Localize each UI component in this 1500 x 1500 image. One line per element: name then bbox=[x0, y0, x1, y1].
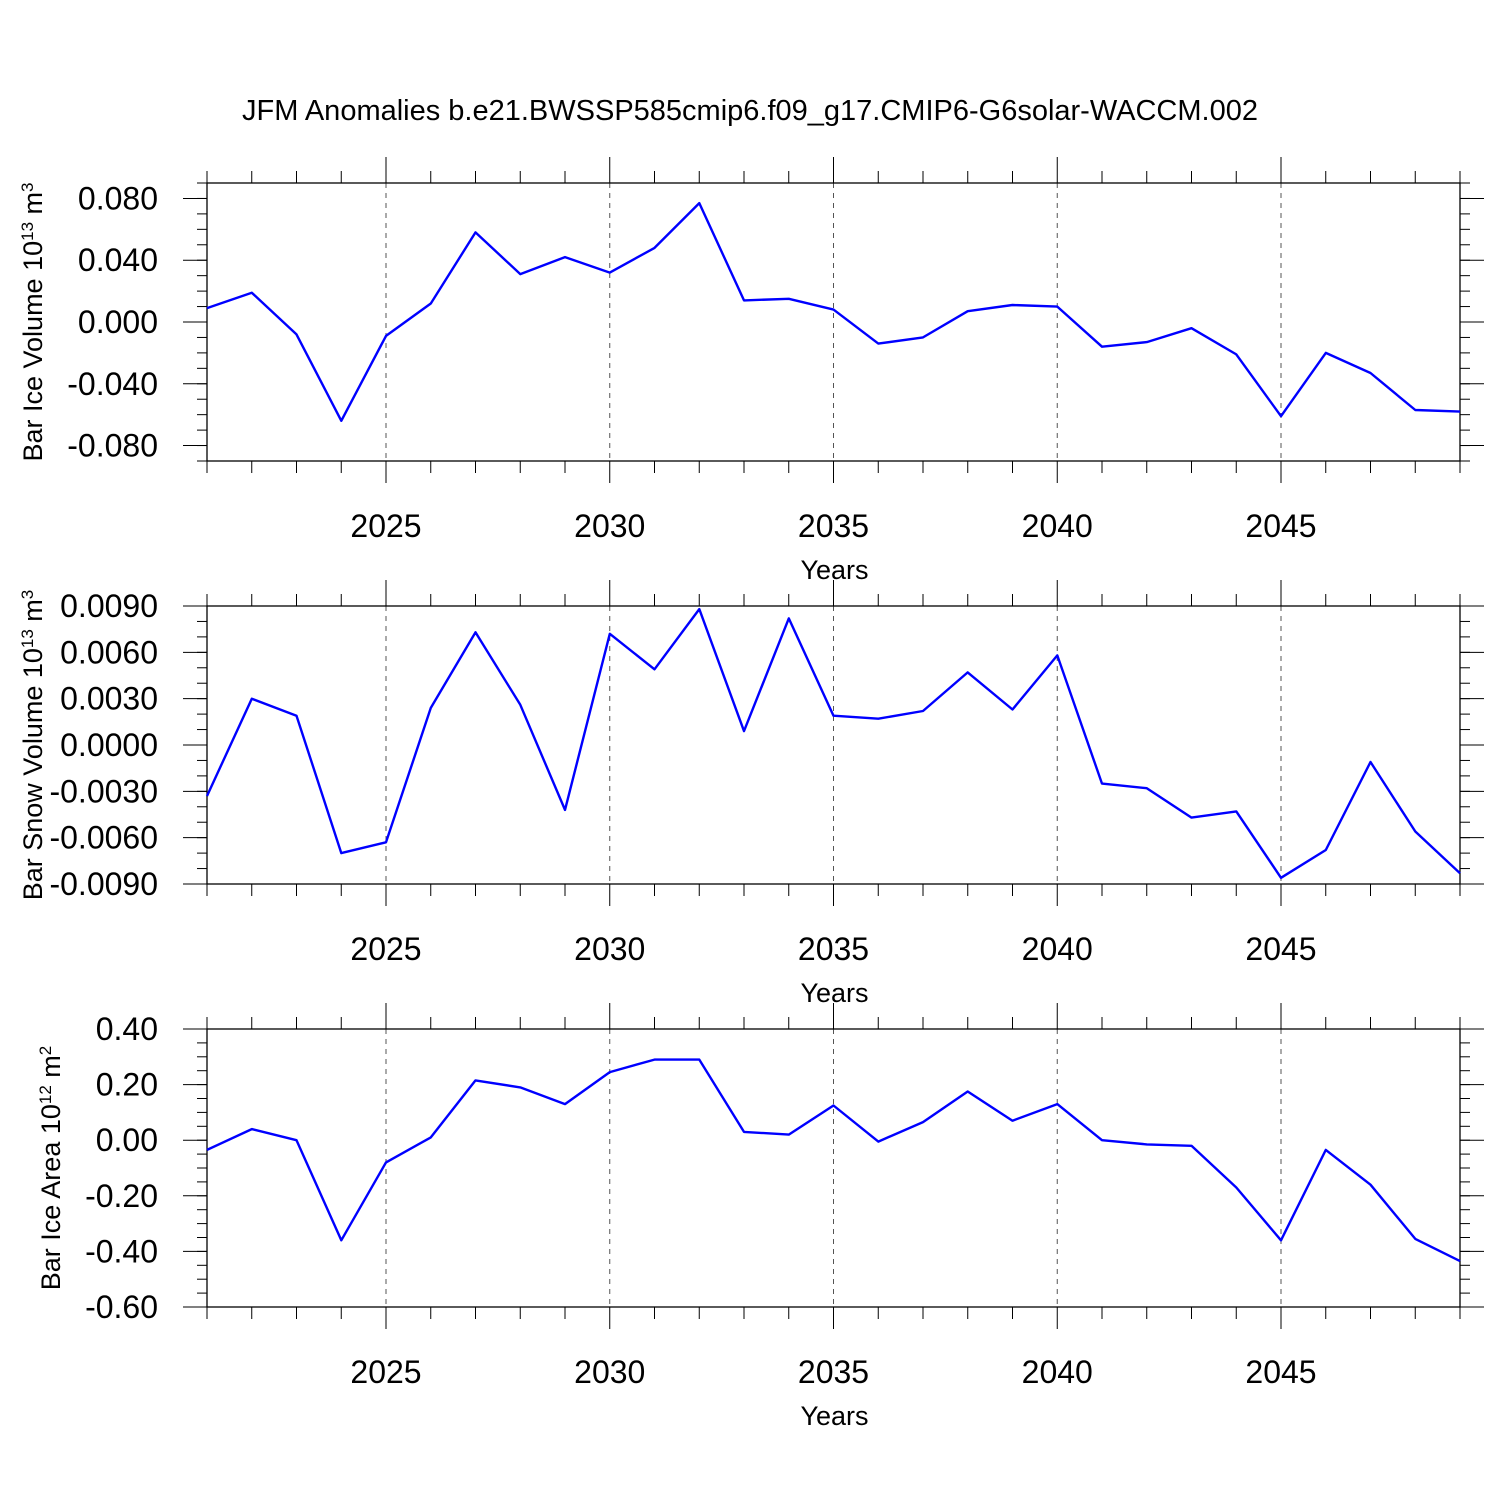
ice-volume-panel: -0.080 -0.040 0.000 0.040 0.080 2025 2030 2035 2… bbox=[18, 157, 1484, 585]
ice-volume-x-tick-label: 2025 bbox=[350, 508, 421, 544]
ice-area-y-axis-label-ylabel: Bar Ice Area 10 bbox=[36, 1104, 66, 1290]
snow-volume-x-axis-label: Years bbox=[800, 978, 868, 1008]
ice-volume-y-tick-label: -0.080 bbox=[67, 428, 158, 464]
ice-area-x-tick-label: 2035 bbox=[798, 1354, 869, 1390]
snow-volume-panel: -0.0090 -0.0060 -0.0030 0.0000 0.0030 0.0060 0… bbox=[18, 580, 1484, 1008]
snow-volume-y-tick-label: 0.0090 bbox=[60, 588, 158, 624]
snow-volume-y-tick-label: -0.0030 bbox=[49, 773, 158, 809]
ice-area-y-tick-label: -0.20 bbox=[85, 1178, 158, 1214]
ice-volume-x-axis-label: Years bbox=[800, 555, 868, 585]
figure-title: JFM Anomalies b.e21.BWSSP585cmip6.f09_g1… bbox=[242, 95, 1258, 127]
ice-area-y-axis-label-ylabel-exp: 12 bbox=[36, 1085, 55, 1104]
ice-area-x-axis-label: Years bbox=[800, 1401, 868, 1431]
snow-volume-y-axis-label-ylabel-unit-exp: 3 bbox=[18, 590, 37, 599]
snow-volume-x-tick-label: 2040 bbox=[1022, 931, 1093, 967]
ice-volume-y-tick-label: 0.000 bbox=[78, 304, 158, 340]
ice-volume-y-axis-label-ylabel-exp: 13 bbox=[18, 222, 37, 241]
ice-volume-y-tick-label: 0.080 bbox=[78, 180, 158, 216]
ice-area-y-tick-label: 0.20 bbox=[96, 1067, 158, 1103]
snow-volume-y-tick-label: 0.0000 bbox=[60, 727, 158, 763]
snow-volume-y-tick-label: -0.0090 bbox=[49, 866, 158, 902]
snow-volume-x-tick-label: 2025 bbox=[350, 931, 421, 967]
snow-volume-x-tick-label: 2035 bbox=[798, 931, 869, 967]
snow-volume-y-axis-label-ylabel-exp: 13 bbox=[18, 629, 37, 648]
snow-volume-y-tick-label: -0.0060 bbox=[49, 820, 158, 856]
ice-area-y-axis-label: Bar Ice Area 1012 m2 bbox=[36, 1046, 67, 1291]
snow-volume-x-tick-label: 2030 bbox=[574, 931, 645, 967]
ice-area-y-tick-label: -0.60 bbox=[85, 1289, 158, 1325]
snow-volume-y-axis-label-ylabel: Bar Snow Volume 10 bbox=[18, 648, 48, 900]
ice-area-panel: -0.60 -0.40 -0.20 0.00 0.20 0.40 2025 2030 2035 2… bbox=[36, 1003, 1484, 1431]
ice-area-y-tick-label: 0.40 bbox=[96, 1011, 158, 1047]
ice-volume-x-tick-label: 2045 bbox=[1245, 508, 1316, 544]
ice-area-y-tick-label: -0.40 bbox=[85, 1233, 158, 1269]
snow-volume-y-axis-label: Bar Snow Volume 1013 m3 bbox=[18, 590, 49, 901]
ice-volume-y-axis-label-ylabel-unit-exp: 3 bbox=[18, 182, 37, 191]
ice-volume-x-tick-label: 2030 bbox=[574, 508, 645, 544]
ice-area-x-tick-label: 2030 bbox=[574, 1354, 645, 1390]
ice-volume-y-tick-label: -0.040 bbox=[67, 366, 158, 402]
ice-volume-x-tick-label: 2035 bbox=[798, 508, 869, 544]
snow-volume-x-tick-label: 2045 bbox=[1245, 931, 1316, 967]
snow-volume-y-tick-label: 0.0060 bbox=[60, 634, 158, 670]
ice-volume-y-axis-label-ylabel-unit: m bbox=[18, 192, 48, 222]
ice-volume-y-tick-label: 0.040 bbox=[78, 242, 158, 278]
ice-volume-x-tick-label: 2040 bbox=[1022, 508, 1093, 544]
ice-area-y-tick-label: 0.00 bbox=[96, 1122, 158, 1158]
ice-volume-y-axis-label: Bar Ice Volume 1013 m3 bbox=[18, 182, 49, 461]
snow-volume-y-axis-label-ylabel-unit: m bbox=[18, 599, 48, 629]
ice-area-x-tick-label: 2045 bbox=[1245, 1354, 1316, 1390]
ice-area-x-tick-label: 2040 bbox=[1022, 1354, 1093, 1390]
ice-area-y-axis-label-ylabel-unit: m bbox=[36, 1055, 66, 1085]
ice-area-x-tick-label: 2025 bbox=[350, 1354, 421, 1390]
ice-area-y-axis-label-ylabel-unit-exp: 2 bbox=[36, 1046, 55, 1055]
snow-volume-y-tick-label: 0.0030 bbox=[60, 681, 158, 717]
ice-volume-y-axis-label-ylabel: Bar Ice Volume 10 bbox=[18, 241, 48, 462]
